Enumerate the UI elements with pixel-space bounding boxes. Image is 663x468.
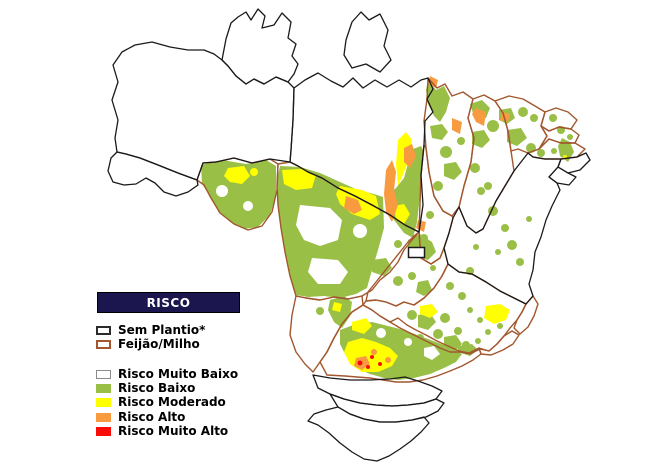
risk-alto-areas: [344, 76, 510, 370]
risk-muito-alto-areas: [357, 355, 382, 369]
risk-moderado-areas: [224, 132, 567, 372]
state-borders: [107, 8, 591, 462]
risk-muito-baixo-holes: [216, 176, 440, 360]
sem-plantio-df-marker: [407, 246, 426, 259]
